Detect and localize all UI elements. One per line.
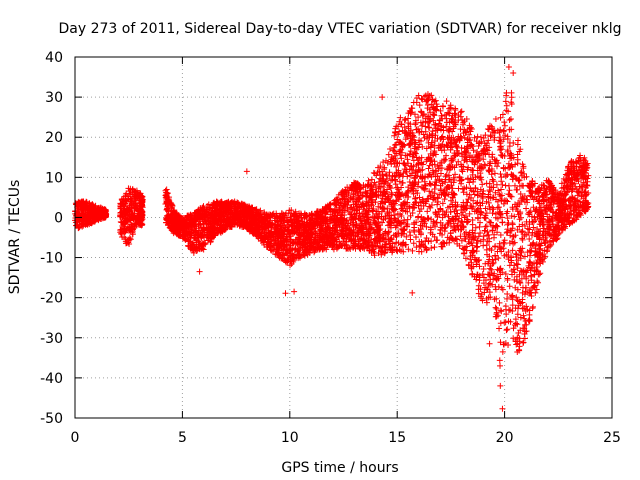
data-point: [126, 208, 133, 215]
data-point: [102, 206, 109, 213]
data-point: [137, 221, 144, 228]
data-point: [89, 219, 96, 226]
data-point: [86, 204, 93, 211]
data-point: [119, 234, 126, 241]
data-point: [129, 228, 136, 235]
data-point: [166, 224, 173, 231]
data-point: [131, 224, 138, 231]
data-point: [117, 226, 124, 233]
data-point: [93, 214, 100, 221]
scatter-points: [72, 64, 592, 412]
data-point: [75, 202, 82, 209]
data-point: [163, 198, 170, 205]
data-point: [138, 211, 145, 218]
data-point: [139, 196, 146, 203]
data-point: [126, 191, 133, 198]
data-point: [138, 202, 145, 209]
data-point: [125, 212, 132, 219]
data-point: [87, 202, 94, 209]
data-point: [119, 222, 126, 229]
data-point: [88, 220, 95, 227]
data-point: [163, 193, 170, 200]
data-point: [126, 202, 133, 209]
data-point: [126, 217, 133, 224]
data-point: [163, 216, 170, 223]
data-point: [162, 187, 169, 194]
data-point: [95, 209, 102, 216]
data-point: [118, 212, 125, 219]
data-point: [167, 199, 174, 206]
data-point: [101, 213, 108, 220]
data-point: [122, 238, 129, 245]
data-point: [117, 200, 124, 207]
data-point: [128, 198, 135, 205]
data-point: [164, 205, 171, 212]
data-point: [87, 211, 94, 218]
data-point: [83, 218, 90, 225]
data-point: [134, 191, 141, 198]
data-point: [121, 208, 128, 215]
data-point: [117, 213, 124, 220]
data-point: [117, 218, 124, 225]
chart-title: Day 273 of 2011, Sidereal Day-to-day VTE…: [59, 21, 622, 37]
data-point: [138, 193, 145, 200]
data-point: [163, 186, 170, 193]
data-point: [127, 236, 134, 243]
data-point: [168, 204, 175, 211]
data-point: [163, 219, 170, 226]
